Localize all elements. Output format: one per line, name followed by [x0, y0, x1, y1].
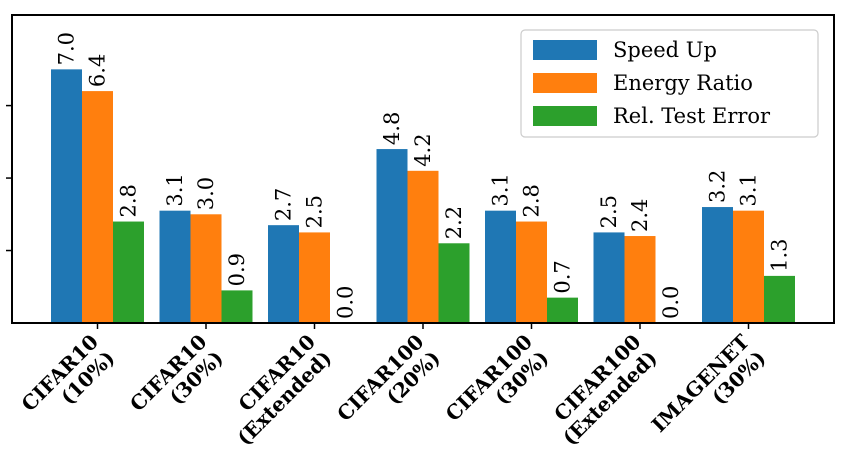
legend-label: Speed Up — [613, 38, 717, 62]
x-tick-label: IMAGENET(30%) — [647, 329, 771, 453]
bar — [516, 221, 547, 323]
x-tick-label: CIFAR100(20%) — [332, 330, 445, 443]
bar-value-label: 0.7 — [551, 260, 575, 293]
x-tick-label: CIFAR10(Extended) — [216, 330, 336, 450]
bar-value-label: 3.2 — [706, 170, 730, 203]
legend-swatch — [533, 106, 597, 126]
bar-value-label: 2.8 — [117, 184, 141, 217]
legend-swatch — [533, 40, 597, 60]
bar-value-label: 2.4 — [628, 199, 652, 232]
bar — [51, 69, 82, 324]
series-energy-ratio: 6.4 3.0 2.5 4.2 2.8 2.4 3.1 — [82, 54, 764, 323]
bar — [268, 225, 299, 323]
bar-value-label: 0.0 — [659, 286, 683, 319]
bar-value-label: 6.4 — [86, 54, 110, 87]
bar-value-label: 2.2 — [442, 206, 466, 239]
bar — [624, 236, 656, 323]
bar — [702, 207, 733, 323]
bar — [113, 221, 144, 323]
bar — [376, 149, 408, 323]
bar-value-label: 2.8 — [520, 184, 544, 217]
bar — [190, 214, 222, 323]
bar — [221, 290, 253, 323]
bar-value-label: 1.3 — [768, 238, 792, 271]
series-speed-up: 7.0 3.1 2.7 4.8 3.1 2.5 3.2 — [51, 32, 733, 324]
bar — [547, 297, 578, 323]
bar — [82, 91, 113, 323]
x-tick-label: CIFAR10(10%) — [17, 330, 120, 433]
bar — [593, 232, 625, 323]
bar — [733, 210, 764, 323]
x-tick-label: CIFAR100(Extended) — [541, 330, 661, 450]
legend-label: Rel. Test Error — [613, 104, 771, 128]
legend-label: Energy Ratio — [613, 71, 753, 95]
bar-value-label: 2.7 — [272, 188, 296, 221]
bar-value-label: 0.9 — [225, 253, 249, 286]
bar — [438, 243, 470, 323]
bar-value-label: 3.1 — [737, 173, 761, 206]
bar — [159, 210, 191, 323]
legend: Speed Up Energy Ratio Rel. Test Error — [520, 29, 819, 138]
bar-value-label: 3.1 — [489, 173, 513, 206]
bar-value-label: 4.2 — [411, 133, 435, 166]
series-rel-test-error: 2.8 0.9 0.0 2.2 0.7 0.0 1.3 — [113, 184, 795, 323]
bar — [299, 232, 330, 323]
bar-value-label: 3.0 — [194, 177, 218, 210]
bar-value-label: 4.8 — [380, 112, 404, 145]
x-tick-label: CIFAR100(30%) — [441, 330, 554, 443]
bar-value-label: 7.0 — [55, 32, 79, 65]
bar — [764, 275, 795, 323]
bar-value-label: 0.0 — [334, 286, 358, 319]
bar-value-label: 2.5 — [597, 195, 621, 228]
bar — [485, 210, 516, 323]
bar-value-label: 3.1 — [163, 173, 187, 206]
bar-value-label: 2.5 — [303, 195, 327, 228]
x-tick-label: CIFAR10(30%) — [125, 330, 228, 433]
bar — [407, 170, 439, 323]
legend-swatch — [533, 73, 597, 93]
